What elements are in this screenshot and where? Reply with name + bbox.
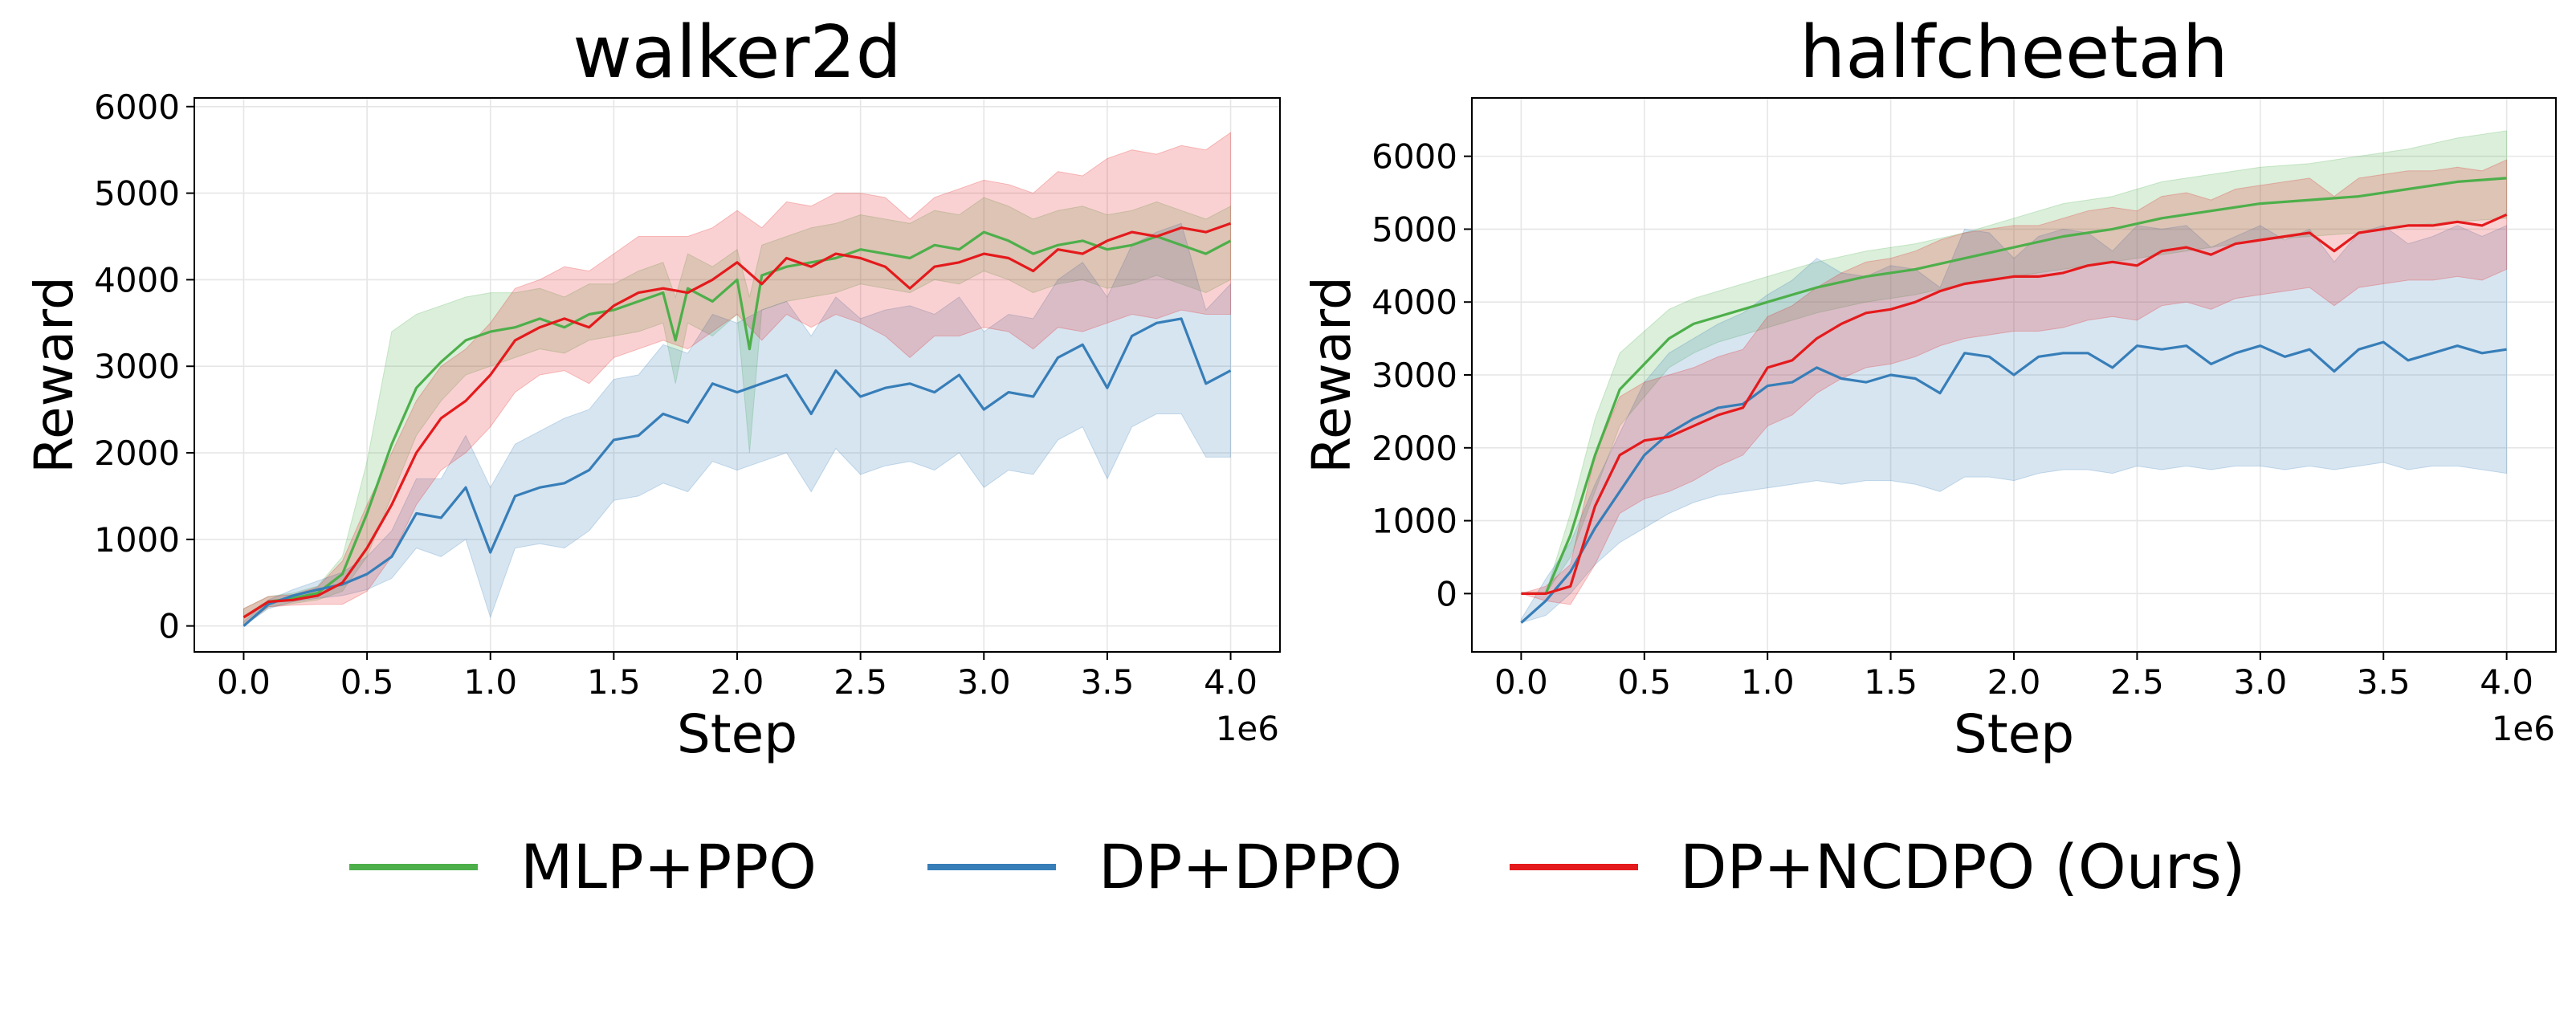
x-tick-label: 1.0: [1741, 662, 1795, 702]
x-tick-label: 0.5: [340, 662, 394, 702]
x-tick-label: 4.0: [2480, 662, 2533, 702]
y-tick-label: 2000: [1372, 429, 1457, 468]
dp-dppo-confidence-band: [1520, 225, 2508, 624]
x-axis-label: Step: [1954, 703, 2074, 765]
x-tick-label: 1.5: [587, 662, 641, 702]
x-tick-label: 2.0: [1987, 662, 2041, 702]
legend-label-dp-ncdpo-ours: DP+NCDPO (Ours): [1680, 831, 2245, 902]
x-tick-label: 2.5: [834, 662, 887, 702]
mlp-ppo-confidence-band: [243, 197, 1231, 627]
x-tick-label: 3.0: [957, 662, 1011, 702]
y-tick-label: 1000: [1372, 502, 1457, 541]
x-tick-label: 0.0: [1494, 662, 1548, 702]
dp-ncdpo-ours-line: [1521, 213, 2508, 596]
dp-dppo-line: [1520, 340, 2507, 624]
chart-title: halfcheetah: [1800, 10, 2228, 95]
y-tick-label: 5000: [94, 174, 180, 214]
legend-label-mlp-ppo: MLP+PPO: [520, 831, 817, 902]
x-tick-label: 4.0: [1204, 662, 1257, 702]
x-tick-label: 1.0: [463, 662, 517, 702]
x-offset-label: 1e6: [2492, 709, 2555, 748]
dp-ncdpo-ours-line: [243, 222, 1232, 619]
y-tick-label: 2000: [94, 434, 180, 473]
x-tick-label: 2.0: [711, 662, 764, 702]
y-tick-label: 0: [1436, 574, 1457, 613]
chart-title: walker2d: [573, 10, 901, 95]
x-tick-label: 0.5: [1617, 662, 1671, 702]
halfcheetah-panel: 0.0 0.5 1.0 1.5 2.0 2.5 3.0 3.5 4.0 0 1000 2000 3000…: [1301, 10, 2557, 765]
mlp-ppo-confidence-band: [1521, 130, 2508, 594]
mlp-ppo-line: [243, 230, 1232, 619]
y-tick-label: 6000: [1372, 137, 1457, 177]
x-offset-label: 1e6: [1216, 709, 1279, 748]
y-tick-label: 4000: [94, 260, 180, 299]
dp-dppo-confidence-band: [243, 222, 1231, 627]
x-tick-label: 0.0: [217, 662, 271, 702]
x-axis-label: Step: [677, 703, 797, 765]
y-tick-label: 3000: [94, 347, 180, 386]
y-tick-label: 1000: [94, 520, 180, 560]
mlp-ppo-line: [1521, 177, 2507, 596]
x-tick-label: 3.5: [2357, 662, 2411, 702]
x-tick-label: 2.5: [2110, 662, 2164, 702]
y-axis-label: Reward: [1301, 276, 1363, 474]
x-tick-label: 3.5: [1081, 662, 1135, 702]
legend-label-dp-dppo: DP+DPPO: [1098, 831, 1402, 902]
legend: MLP+PPO DP+DPPO DP+NCDPO (Ours): [349, 831, 2245, 902]
x-tick-label: 3.0: [2233, 662, 2287, 702]
y-tick-label: 4000: [1372, 283, 1457, 322]
x-tick-label: 1.5: [1864, 662, 1918, 702]
y-tick-label: 6000: [94, 88, 180, 127]
y-tick-label: 3000: [1372, 356, 1457, 395]
y-tick-label: 5000: [1372, 210, 1457, 249]
dp-ncdpo-ours-confidence-band: [243, 132, 1231, 627]
walker2d-panel: 0.0 0.5 1.0 1.5 2.0 2.5 3.0 3.5 4.0 0 1000 2000 3000…: [23, 10, 1281, 765]
dp-dppo-line: [243, 317, 1232, 627]
y-tick-label: 0: [158, 607, 180, 646]
y-axis-label: Reward: [23, 276, 85, 474]
